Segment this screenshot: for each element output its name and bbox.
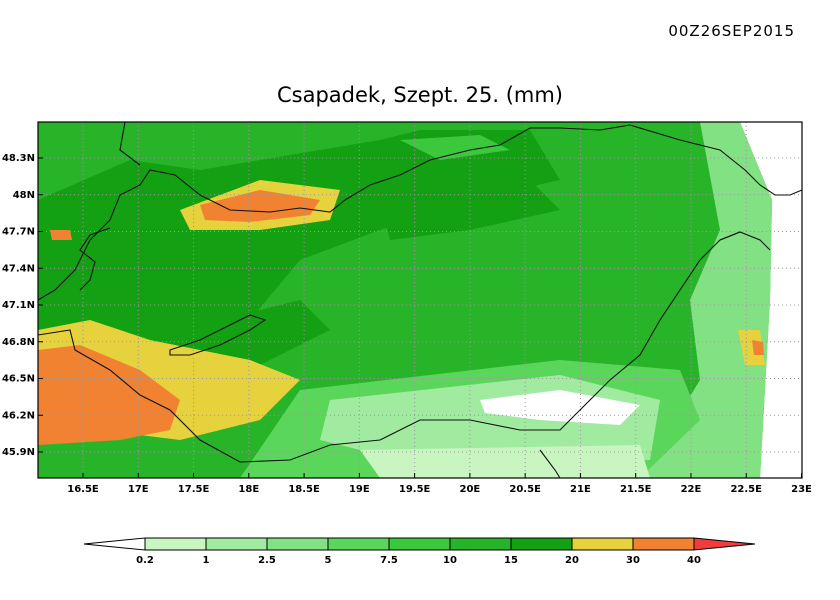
colorbar-label: 30	[626, 555, 640, 566]
timestamp: 00Z26SEP2015	[668, 22, 795, 40]
lon-label: 21.5E	[620, 484, 652, 495]
precip-area	[640, 122, 772, 478]
colorbar-label: 15	[504, 555, 518, 566]
colorbar-label: 2.5	[258, 555, 276, 566]
precip-area	[180, 300, 330, 370]
lat-label: 47.7N	[2, 227, 35, 238]
precip-area	[480, 390, 640, 425]
lon-label: 23E	[791, 484, 812, 495]
colorbar-box	[205, 537, 268, 551]
colorbar-box	[144, 537, 207, 551]
colorbar-label: 1	[203, 555, 210, 566]
lat-label: 47.1N	[2, 300, 35, 311]
lon-label: 18E	[238, 484, 259, 495]
lon-label: 20E	[460, 484, 481, 495]
colorbar-box	[327, 537, 390, 551]
lon-label: 19E	[349, 484, 370, 495]
colorbar-label: 7.5	[380, 555, 398, 566]
colorbar-high	[693, 537, 756, 551]
precip-area	[200, 190, 320, 222]
lat-label: 46.8N	[2, 337, 35, 348]
colorbar-box	[266, 537, 329, 551]
lon-label: 18.5E	[288, 484, 320, 495]
lat-label: 48.3N	[2, 153, 35, 164]
lon-label: 21E	[570, 484, 591, 495]
lon-label: 16.5E	[67, 484, 99, 495]
lon-label: 19.5E	[399, 484, 431, 495]
colorbar-box	[571, 537, 634, 551]
precip-area	[50, 230, 72, 240]
precip-area	[400, 135, 510, 160]
colorbar-low	[83, 537, 146, 551]
precip-area	[752, 340, 764, 355]
lon-label: 22.5E	[730, 484, 762, 495]
title: Csapadek, Szept. 25. (mm)	[277, 83, 563, 107]
lat-label: 47.4N	[2, 263, 35, 274]
lat-label: 45.9N	[2, 447, 35, 458]
lat-label: 48N	[13, 190, 35, 201]
colorbar-label: 40	[687, 555, 701, 566]
map-frame	[37, 121, 803, 479]
lat-label: 46.2N	[2, 410, 35, 421]
borders	[37, 121, 803, 479]
colorbar-label: 5	[325, 555, 332, 566]
colorbar-box	[449, 537, 512, 551]
colorbar-label: 10	[443, 555, 457, 566]
graticule: 16.5E 17E 17.5E 18E 18.5E 19E 19.5E 20E 20.5E 21E…	[2, 122, 812, 495]
precip-area	[360, 445, 650, 478]
colorbar-label: 0.2	[136, 555, 154, 566]
lon-label: 17E	[128, 484, 149, 495]
colorbar-box	[510, 537, 573, 551]
lon-label: 17.5E	[178, 484, 210, 495]
colorbar-box	[388, 537, 451, 551]
precip-area	[740, 122, 802, 478]
lon-label: 20.5E	[509, 484, 541, 495]
precip-area	[38, 345, 180, 445]
colorbar-box	[632, 537, 695, 551]
precip-area	[738, 330, 765, 365]
precip-area	[380, 170, 560, 240]
colorbar-label: 20	[565, 555, 579, 566]
precipitation-field	[38, 122, 802, 478]
lat-label: 46.5N	[2, 374, 35, 385]
colorbar: 0.2 1 2.5 5 7.5 10 15 20 30 40	[83, 537, 756, 566]
lon-label: 22E	[681, 484, 702, 495]
